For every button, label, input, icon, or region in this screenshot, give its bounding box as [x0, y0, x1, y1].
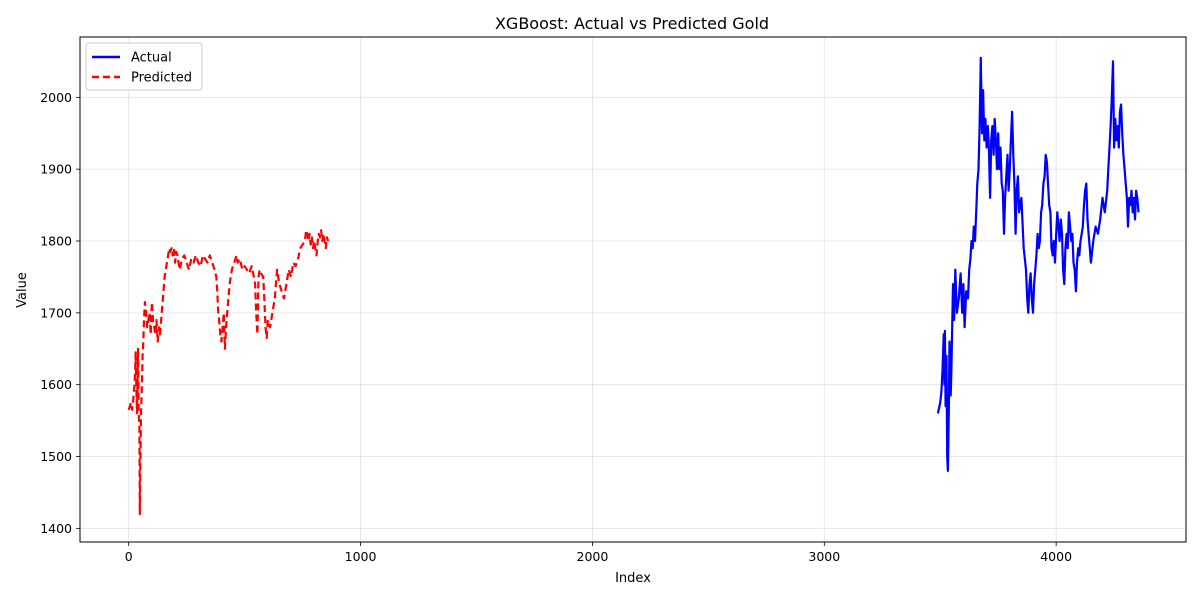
grid-lines	[80, 37, 1186, 542]
x-tick-label: 1000	[345, 549, 377, 564]
plot-series	[127, 56, 1140, 516]
y-axis-ticks: 1400 1500 1600 1700 1800 1900 2000	[40, 90, 80, 536]
y-tick-label: 1800	[40, 234, 72, 249]
y-tick-label: 1600	[40, 377, 72, 392]
legend-label-actual: Actual	[131, 51, 172, 66]
series-line-predicted	[127, 229, 330, 516]
y-tick-label: 1700	[40, 305, 72, 320]
chart-title: XGBoost: Actual vs Predicted Gold	[495, 14, 769, 33]
y-tick-label: 1500	[40, 449, 72, 464]
x-tick-label: 0	[125, 549, 133, 564]
x-tick-label: 4000	[1040, 549, 1072, 564]
legend-label-predicted: Predicted	[131, 71, 192, 86]
y-tick-label: 1900	[40, 162, 72, 177]
series-line-actual	[936, 56, 1140, 472]
x-tick-label: 2000	[577, 549, 609, 564]
legend: Actual Predicted	[85, 42, 203, 91]
x-axis-ticks: 0 1000 2000 3000 4000	[125, 542, 1072, 564]
x-axis-label: Index	[615, 571, 651, 586]
y-axis-label: Value	[15, 272, 30, 308]
plot-frame	[79, 36, 1187, 543]
y-tick-label: 2000	[40, 90, 72, 105]
y-tick-label: 1400	[40, 521, 72, 536]
x-tick-label: 3000	[808, 549, 840, 564]
